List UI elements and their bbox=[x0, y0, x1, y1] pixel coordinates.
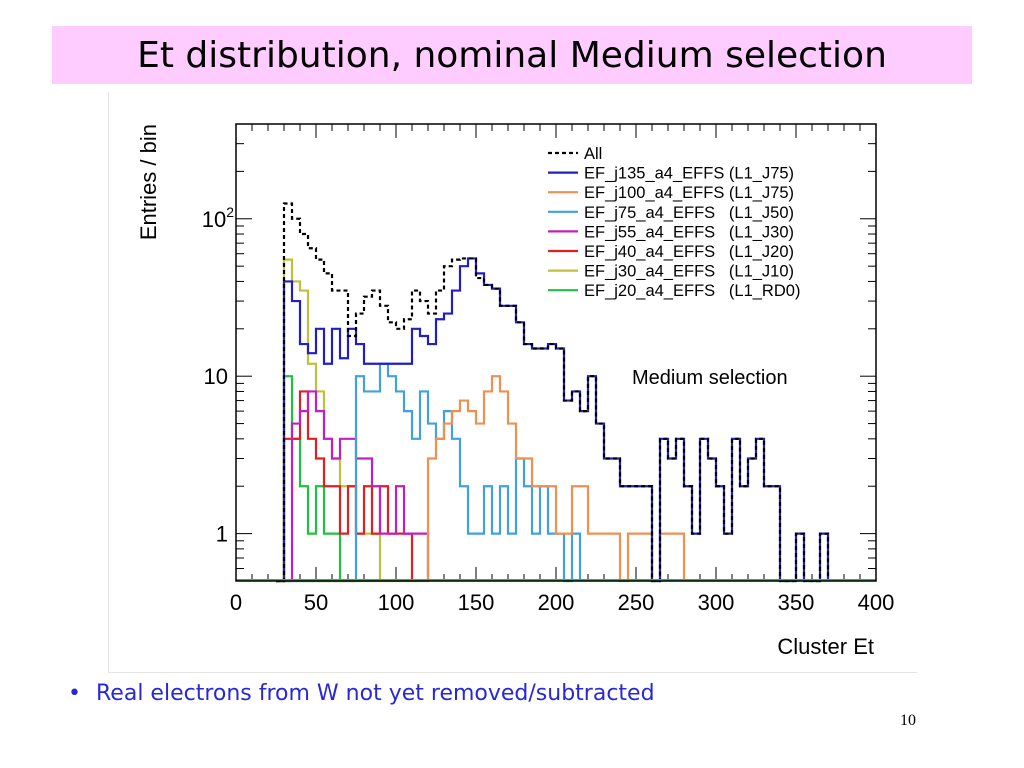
series-trigger-1 bbox=[276, 257, 830, 583]
series-all bbox=[276, 202, 830, 583]
x-tick-label: 300 bbox=[698, 590, 735, 615]
legend-entry: EF_j40_a4_EFFS (L1_J20) bbox=[584, 243, 794, 261]
slide-title-box: Et distribution, nominal Medium selectio… bbox=[52, 26, 972, 84]
medium-selection-annotation: Medium selection bbox=[632, 367, 788, 389]
x-tick-label: 100 bbox=[378, 590, 415, 615]
x-tick-label: 350 bbox=[778, 590, 815, 615]
plot-frame bbox=[235, 123, 877, 582]
y-axis-label: Entries / bin bbox=[136, 124, 161, 240]
legend-entry: EF_j75_a4_EFFS (L1_J50) bbox=[584, 204, 794, 222]
x-axis-label: Cluster Et bbox=[777, 634, 874, 659]
x-tick-labels: 0 50 100 150 200 250 300 350 400 bbox=[230, 590, 894, 615]
bullet-point: • Real electrons from W not yet removed/s… bbox=[68, 681, 655, 706]
series-trigger-3 bbox=[276, 362, 582, 583]
series-trigger-2 bbox=[276, 375, 686, 583]
y-tick-label: 102 bbox=[202, 204, 234, 232]
x-tick-label: 50 bbox=[304, 590, 328, 615]
series-trigger-5 bbox=[276, 390, 414, 583]
legend-entry: EF_j100_a4_EFFS (L1_J75) bbox=[584, 184, 794, 202]
figure-frame bbox=[108, 92, 917, 673]
legend-entry: EF_j55_a4_EFFS (L1_J30) bbox=[584, 223, 794, 241]
bullet-text: Real electrons from W not yet removed/su… bbox=[96, 681, 655, 706]
x-tick-label: 250 bbox=[618, 590, 655, 615]
slide-number: 10 bbox=[900, 712, 916, 729]
series-trigger-4 bbox=[276, 390, 430, 583]
x-tick-label: 0 bbox=[230, 590, 242, 615]
x-tick-label: 200 bbox=[538, 590, 575, 615]
x-tick-label: 150 bbox=[458, 590, 495, 615]
legend: All EF_j135_a4_EFFS (L1_J75)EF_j100_a4_EF… bbox=[548, 145, 800, 300]
series-trigger-7 bbox=[276, 375, 342, 583]
y-tick-label: 10 bbox=[204, 364, 228, 389]
y-tick-label: 1 bbox=[216, 522, 228, 547]
legend-entry: All bbox=[584, 145, 602, 163]
legend-entry: EF_j20_a4_EFFS (L1_RD0) bbox=[584, 282, 800, 300]
legend-entry: EF_j30_a4_EFFS (L1_J10) bbox=[584, 263, 794, 281]
x-tick-label: 400 bbox=[858, 590, 895, 615]
bullet-dot: • bbox=[68, 681, 81, 706]
slide-title: Et distribution, nominal Medium selectio… bbox=[137, 34, 887, 76]
histogram-series bbox=[236, 202, 876, 583]
y-tick-labels: 1 10 102 bbox=[202, 204, 234, 547]
legend-entry: EF_j135_a4_EFFS (L1_J75) bbox=[584, 165, 794, 183]
